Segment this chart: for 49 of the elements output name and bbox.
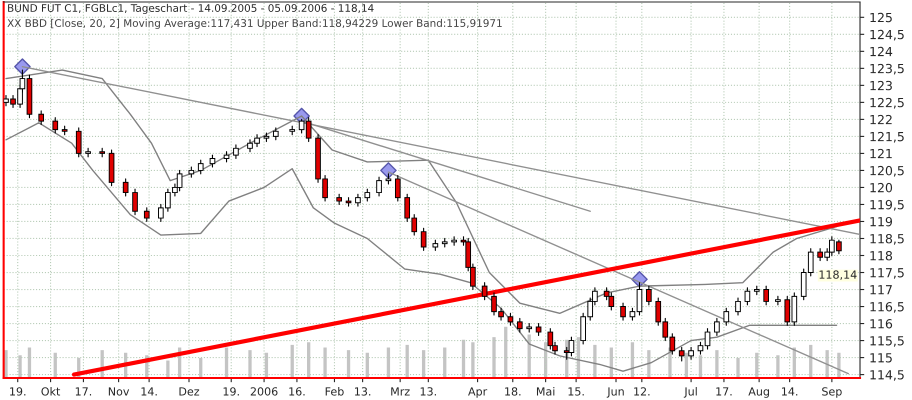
y-tick-label: 121,5 — [870, 132, 904, 143]
x-tick-label: Mrz — [391, 387, 410, 396]
x-tick-label: 13. — [420, 387, 436, 396]
x-tick-label: Dez — [179, 387, 200, 396]
y-tick-label: 125 — [870, 12, 892, 22]
y-tick-label: 120,5 — [870, 166, 904, 177]
y-tick-label: 116 — [870, 319, 892, 328]
x-tick-label: Aug — [748, 387, 769, 398]
x-tick-label: 18. — [505, 387, 520, 396]
x-tick-label: 19. — [10, 387, 26, 396]
annotation: 118,14 — [820, 270, 857, 280]
x-tick-label: Jun — [606, 387, 624, 398]
chart-title: BUND FUT C1, FGBLc1, Tageschart - 14.09.2005 - 05.09.2006 - 118,14 — [8, 4, 374, 14]
y-tick-label: 120 — [870, 182, 892, 192]
y-tick-label: 122,5 — [870, 98, 904, 109]
x-tick-label: Sep — [822, 387, 842, 398]
x-tick-label: 2006 — [250, 387, 278, 396]
y-tick-label: 122 — [870, 114, 892, 124]
y-tick-label: 117 — [870, 285, 892, 294]
x-tick-label: 14. — [142, 387, 157, 396]
y-tick-label: 123,5 — [870, 64, 904, 75]
y-tick-label: 121 — [870, 148, 892, 158]
x-tick-label: 16. — [289, 387, 305, 396]
x-tick-label: Apr — [468, 387, 488, 398]
x-tick-label: 17. — [716, 387, 732, 396]
y-tick-label: 119,5 — [870, 200, 904, 211]
x-tick-label: Nov — [108, 387, 130, 396]
x-tick-label: 12. — [634, 387, 650, 396]
x-tick-label: Okt — [41, 387, 60, 396]
y-tick-label: 119 — [870, 216, 892, 226]
y-tick-label: 124,5 — [870, 30, 904, 41]
x-tick-label: Feb — [326, 387, 344, 396]
x-tick-label: Jul — [684, 387, 697, 398]
x-tick-label: 19. — [224, 387, 239, 396]
y-tick-label: 124 — [870, 46, 892, 56]
y-tick-label: 118 — [870, 250, 892, 260]
y-tick-label: 115,5 — [870, 336, 904, 347]
x-tick-label: 15. — [568, 387, 584, 396]
y-tick-label: 123 — [870, 80, 892, 90]
y-tick-label: 118,5 — [870, 234, 904, 245]
y-tick-label: 115 — [870, 353, 892, 363]
x-tick-label: 14. — [782, 387, 798, 396]
y-tick-label: 117,5 — [870, 268, 904, 279]
text: XX BBD [Close, 20, 2] Moving Average:117,431 Upper Band:118,94229 Lower Band:115,91971 — [7, 18, 502, 29]
y-tick-label: 114,5 — [870, 370, 904, 381]
x-tick-label: 17. — [76, 387, 92, 396]
x-tick-label: 13. — [355, 387, 370, 396]
y-tick-label: 116,5 — [870, 302, 904, 313]
x-tick-label: Mai — [536, 387, 554, 396]
